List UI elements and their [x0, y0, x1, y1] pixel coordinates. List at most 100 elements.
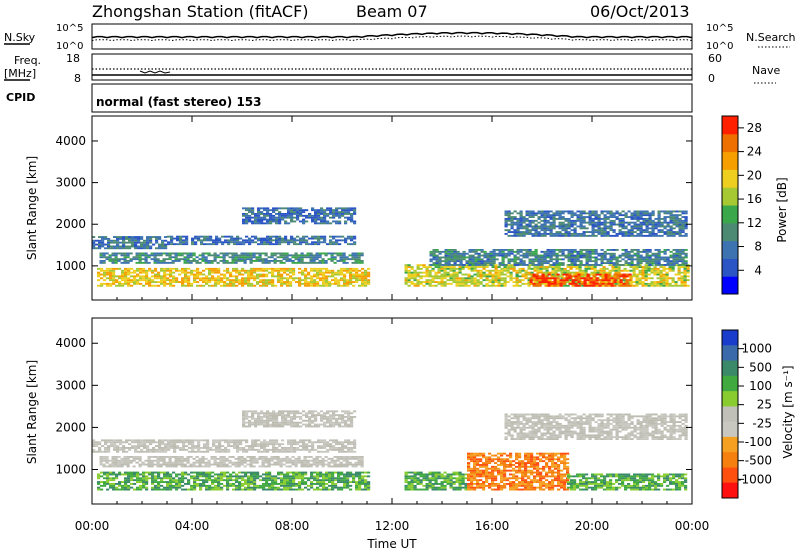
- power-echo-cell: [497, 266, 501, 268]
- power-echo-cell: [458, 282, 462, 285]
- power-echo-cell: [663, 256, 667, 259]
- power-echo-cell: [113, 236, 117, 238]
- power-echo-cell: [665, 277, 669, 280]
- velocity-echo-cell: [271, 486, 275, 489]
- velocity-echo-cell: [325, 477, 329, 480]
- power-echo-cell: [651, 231, 655, 233]
- power-echo-cell: [343, 277, 347, 280]
- power-echo-cell: [604, 279, 608, 282]
- power-echo-cell: [672, 231, 676, 233]
- velocity-echo-cell: [102, 465, 106, 468]
- power-echo-cell: [548, 279, 552, 282]
- power-echo-cell: [154, 273, 158, 276]
- power-echo-cell: [594, 223, 598, 226]
- power-echo-cell: [447, 252, 451, 255]
- power-echo-cell: [528, 231, 532, 233]
- velocity-echo-cell: [252, 456, 256, 458]
- power-echo-cell: [346, 282, 350, 285]
- power-echo-cell: [434, 271, 438, 274]
- velocity-echo-cell: [291, 461, 295, 464]
- velocity-echo-cell: [205, 479, 209, 482]
- power-echo-cell: [642, 258, 646, 261]
- power-echo-cell: [296, 243, 300, 246]
- power-echo-cell: [307, 281, 311, 283]
- power-echo-cell: [525, 218, 529, 220]
- power-echo-cell: [323, 220, 327, 223]
- date-title: 06/Oct/2013: [590, 2, 690, 21]
- power-echo-cell: [541, 273, 545, 276]
- power-echo-cell: [630, 254, 634, 257]
- power-echo-cell: [169, 284, 173, 287]
- power-echo-cell: [648, 233, 652, 235]
- velocity-echo-cell: [247, 479, 251, 482]
- power-echo-cell: [552, 264, 556, 266]
- power-echo-cell: [512, 267, 516, 270]
- power-echo-cell: [527, 277, 531, 280]
- power-echo-cell: [616, 275, 620, 278]
- power-echo-cell: [503, 269, 507, 272]
- power-echo-cell: [680, 282, 684, 285]
- power-echo-cell: [510, 223, 514, 226]
- power-echo-cell: [653, 273, 657, 276]
- power-echo-cell: [214, 269, 218, 272]
- power-echo-cell: [155, 247, 159, 250]
- power-echo-cell: [470, 281, 474, 283]
- power-echo-cell: [644, 269, 648, 272]
- velocity-echo-cell: [328, 473, 332, 476]
- power-echo-cell: [603, 252, 607, 255]
- power-echo-cell: [636, 254, 640, 257]
- power-echo-cell: [121, 284, 125, 287]
- power-echo-cell: [538, 284, 542, 287]
- power-echo-cell: [116, 239, 120, 242]
- power-echo-cell: [187, 282, 191, 285]
- power-echo-cell: [283, 271, 287, 274]
- power-echo-cell: [280, 277, 284, 280]
- power-echo-cell: [512, 266, 516, 268]
- power-echo-cell: [615, 212, 619, 215]
- power-echo-cell: [354, 256, 358, 259]
- velocity-echo-cell: [145, 479, 149, 482]
- power-echo-cell: [314, 241, 318, 244]
- power-echo-cell: [594, 229, 598, 232]
- power-echo-cell: [116, 245, 120, 248]
- power-echo-cell: [489, 254, 493, 257]
- velocity-echo-cell: [349, 481, 353, 483]
- power-echo-cell: [580, 277, 584, 280]
- power-echo-cell: [571, 279, 575, 282]
- power-echo-cell: [507, 252, 511, 255]
- power-echo-cell: [681, 219, 685, 222]
- power-echo-cell: [241, 267, 245, 270]
- power-echo-cell: [253, 267, 257, 270]
- power-echo-cell: [486, 258, 490, 261]
- power-echo-cell: [263, 209, 267, 212]
- power-echo-cell: [561, 225, 565, 228]
- power-echo-cell: [182, 235, 186, 238]
- power-echo-cell: [338, 239, 342, 242]
- power-echo-cell: [250, 267, 254, 270]
- velocity-echo-cell: [157, 477, 161, 480]
- power-echo-cell: [98, 245, 102, 248]
- power-echo-cell: [197, 237, 201, 240]
- velocity-echo-cell: [276, 463, 280, 466]
- velocity-echo-cell: [97, 477, 101, 480]
- power-echo-cell: [671, 284, 675, 287]
- power-echo-cell: [135, 256, 139, 259]
- power-echo-cell: [264, 254, 268, 257]
- power-echo-cell: [672, 223, 676, 226]
- power-echo-cell: [538, 279, 542, 282]
- power-echo-cell: [582, 233, 586, 235]
- power-echo-cell: [578, 266, 582, 268]
- power-echo-cell: [310, 284, 314, 287]
- power-echo-cell: [95, 243, 99, 246]
- velocity-echo-cell: [237, 463, 241, 466]
- power-echo-cell: [323, 237, 327, 240]
- velocity-echo-cell: [159, 465, 163, 468]
- power-echo-cell: [575, 281, 579, 283]
- power-echo-cell: [560, 271, 564, 274]
- power-echo-cell: [657, 219, 661, 222]
- power-echo-cell: [441, 250, 445, 253]
- power-echo-cell: [663, 212, 667, 215]
- velocity-echo-cell: [178, 486, 182, 489]
- power-echo-cell: [350, 209, 354, 212]
- power-echo-cell: [683, 267, 687, 270]
